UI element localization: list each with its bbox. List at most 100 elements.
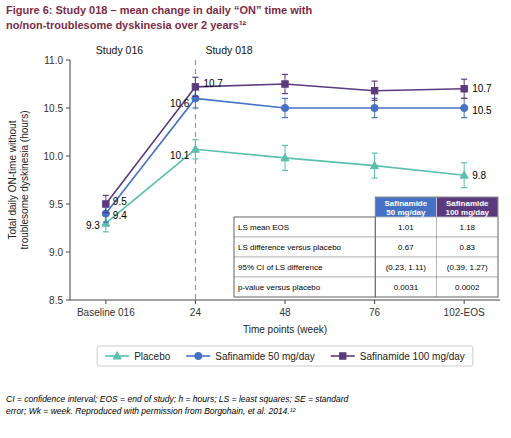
y-tick-label: 8.5 (49, 295, 63, 306)
point (103, 201, 109, 207)
error-bar-cap (461, 79, 467, 80)
legend-item: Placebo (105, 351, 171, 362)
error-bar (461, 163, 467, 188)
text-line: no/non-troublesome dyskinesia over 2 yea… (6, 19, 247, 31)
y-tick (66, 60, 70, 61)
x-tick-label: 24 (190, 307, 202, 318)
annotation: Study 016 (96, 44, 143, 56)
y-tick-label: 10.5 (44, 103, 64, 114)
error-bar (192, 77, 198, 96)
legend-item: Safinamide 100 mg/day (331, 351, 465, 362)
table-row-label: LS difference versus placebo (238, 243, 342, 252)
table-border (375, 197, 498, 297)
text-line: Total daily ON-time without (7, 120, 18, 239)
title: Figure 6: Study 018 – mean change in dai… (6, 4, 313, 31)
legend-item: Safinamide 50 mg/day (186, 351, 315, 362)
error-bar-cap (282, 93, 288, 94)
error-bar-cap (103, 195, 109, 196)
table-cell: 1.18 (459, 223, 475, 232)
x-tick (374, 300, 375, 304)
x-axis-label: Time points (week) (243, 324, 327, 335)
point (461, 104, 468, 111)
data-label: 9.4 (113, 210, 127, 221)
text-line: Safinamide (385, 199, 428, 208)
table-cell-box (375, 257, 436, 277)
table-row-label: 95% CI of LS difference (238, 263, 323, 272)
y-tick (66, 252, 70, 253)
x-tick (464, 300, 465, 304)
x-tick (285, 300, 286, 304)
table-cell-box (234, 237, 375, 257)
error-bar-cap (372, 81, 378, 82)
error-bar-cap (461, 117, 467, 118)
point (192, 95, 199, 102)
x-tick-label: Baseline 016 (77, 307, 135, 318)
table-cell-box (375, 237, 436, 257)
table-row-label: p-value versus placebo (238, 283, 321, 292)
series-line (106, 98, 464, 213)
x-tick (195, 300, 196, 304)
legend-label: Placebo (134, 351, 171, 362)
error-bar-cap (372, 177, 378, 178)
table-cell-box (436, 217, 498, 237)
error-bar-cap (461, 187, 467, 188)
legend-marker (340, 353, 346, 359)
y-axis-label: Total daily ON-time withouttroublesome d… (7, 111, 30, 250)
error-bar-cap (282, 117, 288, 118)
error-bar-cap (461, 162, 467, 163)
error-bar-cap (192, 77, 198, 78)
data-label: 10.7 (203, 78, 223, 89)
table-header: Safinamide50 mg/day (385, 199, 428, 217)
error-bar-cap (103, 212, 109, 213)
legend-label: Safinamide 100 mg/day (360, 351, 465, 362)
y-axis-label-group: Total daily ON-time withouttroublesome d… (7, 111, 30, 250)
chart: Figure 6: Study 018 – mean change in dai… (0, 0, 511, 438)
error-bar-cap (372, 153, 378, 154)
text-line: error; Wk = week. Reproduced with permis… (6, 406, 297, 416)
point (282, 81, 288, 87)
table-cell-box (375, 217, 436, 237)
y-tick-label: 11.0 (44, 55, 63, 66)
text-line: Safinamide (446, 199, 489, 208)
data-label: 10.5 (472, 105, 492, 116)
y-tick (66, 204, 70, 205)
series-line (106, 84, 464, 204)
x-tick-label: 48 (279, 307, 291, 318)
error-bar-cap (282, 145, 288, 146)
y-tick (66, 156, 70, 157)
footnote: CI = confidence interval; EOS = end of s… (6, 394, 349, 416)
x-tick-label: 102-EOS (444, 307, 485, 318)
error-bar-cap (103, 231, 109, 232)
annotation: Study 018 (205, 44, 252, 56)
error-bar-cap (192, 96, 198, 97)
text-line: CI = confidence interval; EOS = end of s… (6, 394, 349, 404)
table-cell: 0.83 (459, 243, 475, 252)
x-tick-label: 76 (369, 307, 381, 318)
point (192, 84, 198, 90)
error-bar-cap (461, 98, 467, 99)
error-bar (372, 81, 378, 100)
point (281, 154, 289, 161)
error-bar (282, 74, 288, 93)
table-row-label: LS mean EOS (238, 223, 289, 232)
table-cell-box (234, 277, 375, 297)
error-bar-cap (372, 117, 378, 118)
data-labels: 9.310.19.89.410.610.59.510.710.7 (86, 78, 492, 230)
error-bar-cap (282, 170, 288, 171)
error-bar (461, 98, 467, 117)
error-bar-cap (192, 107, 198, 108)
legend: Placebo Safinamide 50 mg/day Safinamide 10… (97, 346, 473, 366)
data-label: 10.1 (170, 150, 190, 161)
data-label: 9.5 (113, 196, 127, 207)
point (371, 104, 378, 111)
point (191, 145, 199, 152)
error-bar-cap (192, 158, 198, 159)
point (461, 86, 467, 92)
y-tick-label: 9.0 (49, 247, 63, 258)
table-cell: (0.23, 1.11) (386, 263, 427, 272)
text-line: troublesome dyskinesia (hours) (19, 111, 30, 250)
point (460, 171, 468, 178)
text-line: 50 mg/day (386, 208, 426, 217)
error-bar (103, 195, 109, 212)
error-bar (192, 140, 198, 159)
